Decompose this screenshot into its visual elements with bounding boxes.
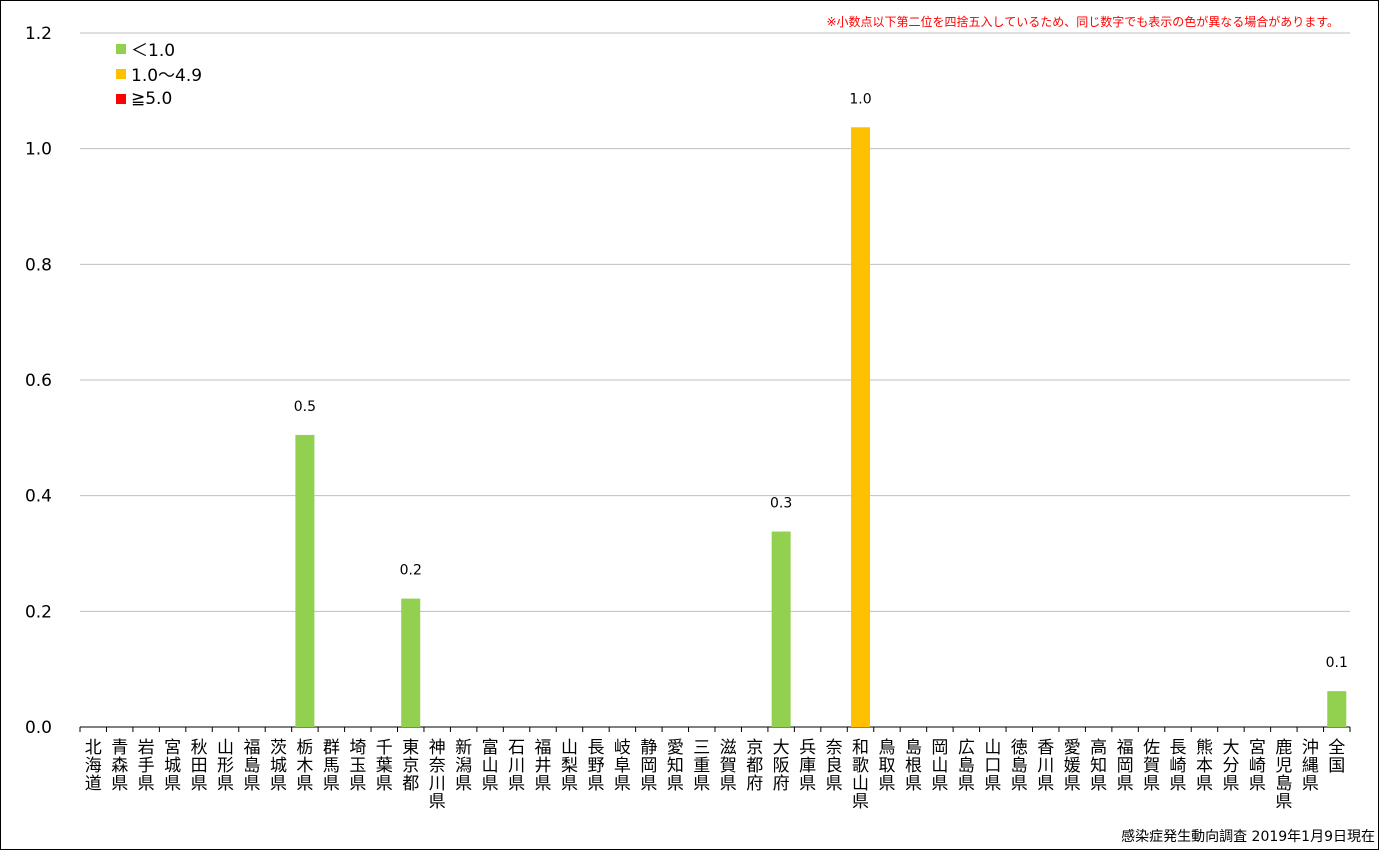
bar-大阪府 <box>771 531 791 727</box>
x-tick-label: 京都府 <box>746 738 763 794</box>
x-tick-label: 山形県 <box>217 738 234 794</box>
legend-swatch-orange <box>116 68 126 79</box>
legend-item-5-and-above: ≧5.0 <box>116 86 202 111</box>
x-tick-label: 鹿児島県 <box>1275 738 1292 812</box>
x-tick-label: 石川県 <box>508 738 525 794</box>
x-tick-label: 鳥取県 <box>878 738 895 794</box>
y-tick-label: 0.4 <box>25 487 52 507</box>
rounding-note: ※小数点以下第二位を四捨五入しているため、同じ数字でも表示の色が異なる場合があり… <box>826 15 1340 29</box>
x-tick-label: 群馬県 <box>323 738 340 794</box>
x-tick-label: 秋田県 <box>191 738 208 794</box>
x-tick-label: 静岡県 <box>640 738 657 794</box>
data-label: 0.2 <box>400 563 422 579</box>
x-tick-label: 兵庫県 <box>799 738 816 794</box>
x-tick-label: 北海道 <box>85 738 102 794</box>
data-label: 0.1 <box>1326 655 1348 671</box>
x-tick-label: 三重県 <box>693 738 710 794</box>
x-tick-label: 青森県 <box>111 738 128 794</box>
y-tick-label: 0.0 <box>25 718 52 738</box>
x-tick-label: 岐阜県 <box>614 738 631 794</box>
x-tick-label: 滋賀県 <box>720 738 737 794</box>
x-tick-label: 熊本県 <box>1196 738 1213 794</box>
x-tick-label: 長野県 <box>587 738 604 794</box>
data-label: 0.5 <box>294 399 316 415</box>
x-tick-label: 大分県 <box>1222 738 1239 794</box>
x-tick-label: 東京都 <box>402 738 419 794</box>
x-tick-label: 奈良県 <box>826 738 843 794</box>
x-tick-label: 山梨県 <box>561 738 578 794</box>
x-tick-label: 福岡県 <box>1117 738 1134 794</box>
x-tick-label: 埼玉県 <box>349 738 366 794</box>
y-tick-label: 0.8 <box>25 255 52 275</box>
x-tick-label: 愛知県 <box>667 738 684 794</box>
x-tick-label: 佐賀県 <box>1143 738 1160 794</box>
x-tick-label: 栃木県 <box>296 738 313 794</box>
x-tick-label: 和歌山県 <box>852 738 869 812</box>
x-tick-label: 広島県 <box>958 738 975 794</box>
legend-label: 1.0～4.9 <box>131 66 203 86</box>
x-tick-label: 福島県 <box>243 738 260 794</box>
legend-item-1-to-4-9: 1.0～4.9 <box>116 61 202 86</box>
x-tick-label: 香川県 <box>1037 738 1054 794</box>
x-tick-label: 茨城県 <box>270 738 287 794</box>
x-tick-label: 千葉県 <box>376 738 393 794</box>
bar-東京都 <box>401 598 421 727</box>
data-label: 1.0 <box>849 91 871 107</box>
y-tick-label: 1.2 <box>25 24 52 44</box>
x-tick-label: 全国 <box>1328 738 1345 776</box>
data-label: 0.3 <box>770 496 792 512</box>
bar-和歌山県 <box>851 127 871 728</box>
x-tick-label: 愛媛県 <box>1064 738 1081 794</box>
source-note: 感染症発生動向調査 2019年1月9日現在 <box>1121 829 1375 845</box>
legend: ＜1.0 1.0～4.9 ≧5.0 <box>116 36 202 111</box>
legend-label: ＜1.0 <box>131 41 176 61</box>
x-tick-label: 山口県 <box>984 738 1001 794</box>
x-tick-label: 神奈川県 <box>429 738 446 812</box>
y-tick-label: 0.6 <box>25 371 52 391</box>
x-tick-label: 福井県 <box>535 738 552 794</box>
bar-全国 <box>1327 691 1347 727</box>
legend-swatch-green <box>116 43 126 54</box>
x-tick-label: 新潟県 <box>455 738 472 794</box>
x-tick-label: 宮崎県 <box>1249 738 1266 794</box>
x-tick-label: 大阪府 <box>773 738 790 794</box>
x-tick-label: 島根県 <box>905 738 922 794</box>
legend-item-below-1: ＜1.0 <box>116 36 202 61</box>
y-tick-label: 1.0 <box>25 140 52 160</box>
x-tick-label: 岡山県 <box>931 738 948 794</box>
legend-swatch-red <box>116 93 126 104</box>
x-tick-label: 沖縄県 <box>1302 738 1319 794</box>
x-tick-label: 徳島県 <box>1011 738 1028 794</box>
x-tick-label: 岩手県 <box>138 738 155 794</box>
x-tick-label: 宮城県 <box>164 738 181 794</box>
x-tick-label: 長崎県 <box>1170 738 1187 794</box>
legend-label: ≧5.0 <box>131 88 173 109</box>
x-tick-label: 高知県 <box>1090 738 1107 794</box>
x-tick-label: 富山県 <box>482 738 499 794</box>
bar-栃木県 <box>295 434 315 727</box>
y-tick-label: 0.2 <box>25 602 52 622</box>
